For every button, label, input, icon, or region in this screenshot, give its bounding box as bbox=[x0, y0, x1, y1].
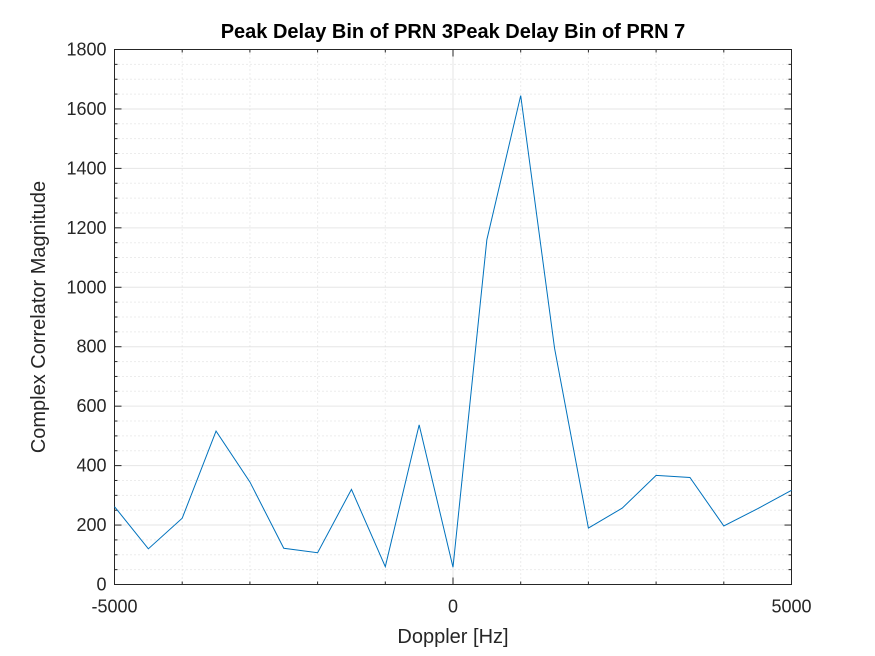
y-tick-label: 1200 bbox=[66, 218, 106, 238]
y-tick-label: 1800 bbox=[66, 40, 106, 60]
tick-labels: -5000 0 5000020040060080010001200140016001… bbox=[66, 40, 811, 617]
y-tick-label: 0 bbox=[96, 575, 106, 595]
series-layer bbox=[114, 95, 792, 569]
y-tick-label: 400 bbox=[76, 456, 106, 476]
y-tick-label: 1400 bbox=[66, 158, 106, 178]
y-tick-label: 800 bbox=[76, 337, 106, 357]
series-line bbox=[114, 95, 792, 569]
x-tick-label: 0 bbox=[448, 597, 458, 617]
y-axis-label: Complex Correlator Magnitude bbox=[28, 181, 50, 453]
y-tick-label: 600 bbox=[76, 396, 106, 416]
y-tick-label: 1600 bbox=[66, 99, 106, 119]
x-axis-label: Doppler [Hz] bbox=[397, 626, 508, 648]
chart-title: Peak Delay Bin of PRN 3Peak Delay Bin of… bbox=[221, 21, 686, 43]
axis-ticks bbox=[114, 49, 792, 585]
y-tick-label: 1000 bbox=[66, 277, 106, 297]
x-tick-label: 5000 bbox=[771, 597, 811, 617]
x-tick-label: -5000 bbox=[91, 597, 137, 617]
minor-grid bbox=[114, 49, 792, 585]
y-tick-label: 200 bbox=[76, 515, 106, 535]
